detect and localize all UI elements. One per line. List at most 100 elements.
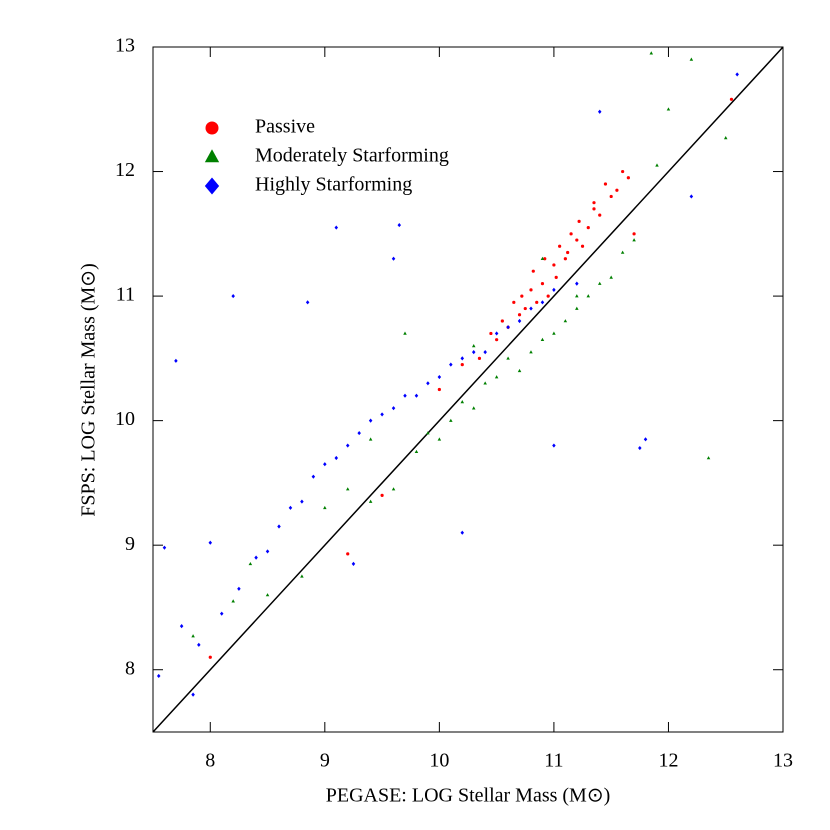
point — [323, 505, 327, 510]
point — [563, 257, 567, 261]
point — [535, 300, 539, 304]
point — [598, 213, 602, 217]
point — [597, 281, 602, 285]
point — [471, 350, 476, 355]
x-tick-label: 8 — [205, 750, 215, 772]
point — [575, 306, 579, 310]
x-tick-label: 12 — [658, 750, 678, 772]
point — [437, 387, 441, 392]
plot-frame — [152, 46, 784, 733]
point — [248, 561, 253, 566]
point — [592, 207, 596, 211]
point — [460, 356, 465, 361]
point — [552, 287, 556, 292]
point — [729, 97, 734, 101]
point — [345, 443, 350, 448]
x-tick-label: 9 — [320, 750, 330, 772]
point — [351, 561, 356, 566]
y-tick-label: 12 — [115, 159, 135, 181]
point — [397, 223, 402, 228]
point — [520, 294, 524, 298]
point — [208, 655, 212, 659]
point — [231, 599, 235, 603]
point — [495, 338, 499, 342]
y-tick-label: 8 — [125, 657, 135, 679]
point — [575, 281, 579, 286]
point — [449, 362, 453, 367]
point — [323, 462, 327, 467]
point — [489, 331, 493, 336]
point — [529, 350, 533, 354]
point — [437, 374, 442, 380]
point — [174, 358, 178, 363]
point — [391, 256, 396, 261]
point — [403, 393, 407, 398]
point — [288, 505, 293, 510]
x-axis-label: PEGASE: LOG Stellar Mass (M⊙) — [326, 785, 611, 807]
reference-line — [152, 46, 784, 733]
point — [346, 552, 350, 556]
point — [426, 431, 430, 435]
point — [554, 275, 558, 280]
point — [460, 530, 465, 535]
y-tick-label: 13 — [115, 35, 135, 57]
point — [477, 356, 482, 360]
point — [460, 400, 465, 404]
point — [483, 381, 487, 385]
point — [471, 406, 476, 410]
legend-label: Passive — [255, 116, 315, 138]
point — [586, 294, 591, 298]
point — [577, 219, 581, 223]
y-axis-label: FSPS: LOG Stellar Mass (M⊙) — [78, 263, 100, 516]
point — [391, 406, 396, 411]
point — [403, 331, 407, 335]
point — [621, 169, 625, 174]
point — [437, 437, 442, 441]
point — [265, 549, 270, 554]
point — [156, 673, 161, 679]
point — [540, 300, 545, 305]
point — [649, 51, 654, 55]
point — [265, 593, 270, 597]
point — [517, 368, 522, 373]
point — [517, 318, 522, 324]
point — [666, 107, 671, 111]
point — [471, 343, 476, 348]
point — [368, 418, 373, 423]
point — [689, 57, 694, 61]
point — [552, 443, 556, 448]
point — [380, 412, 384, 417]
point — [586, 225, 590, 230]
point — [512, 300, 516, 304]
point — [391, 487, 396, 491]
point — [632, 232, 636, 236]
point — [517, 313, 522, 317]
point — [552, 263, 556, 267]
point — [523, 306, 527, 311]
y-tick-label: 10 — [115, 408, 135, 430]
y-tick-label: 11 — [116, 284, 135, 306]
legend-marker — [205, 121, 219, 135]
point — [254, 555, 258, 560]
point — [483, 350, 487, 355]
point — [706, 456, 711, 460]
point — [566, 250, 570, 255]
point — [563, 319, 568, 323]
point — [552, 331, 556, 335]
point — [575, 294, 579, 298]
legend-marker — [204, 177, 220, 195]
point — [529, 306, 533, 311]
x-tick-label: 10 — [429, 750, 449, 772]
point — [414, 393, 419, 398]
legend-marker — [204, 149, 220, 163]
legend-label: Highly Starforming — [255, 174, 412, 196]
point — [506, 325, 510, 330]
x-tick-label: 11 — [544, 750, 563, 772]
point — [506, 356, 510, 360]
point — [300, 574, 304, 578]
point — [460, 362, 464, 367]
point — [609, 194, 613, 199]
point — [219, 611, 224, 616]
point — [368, 499, 373, 503]
